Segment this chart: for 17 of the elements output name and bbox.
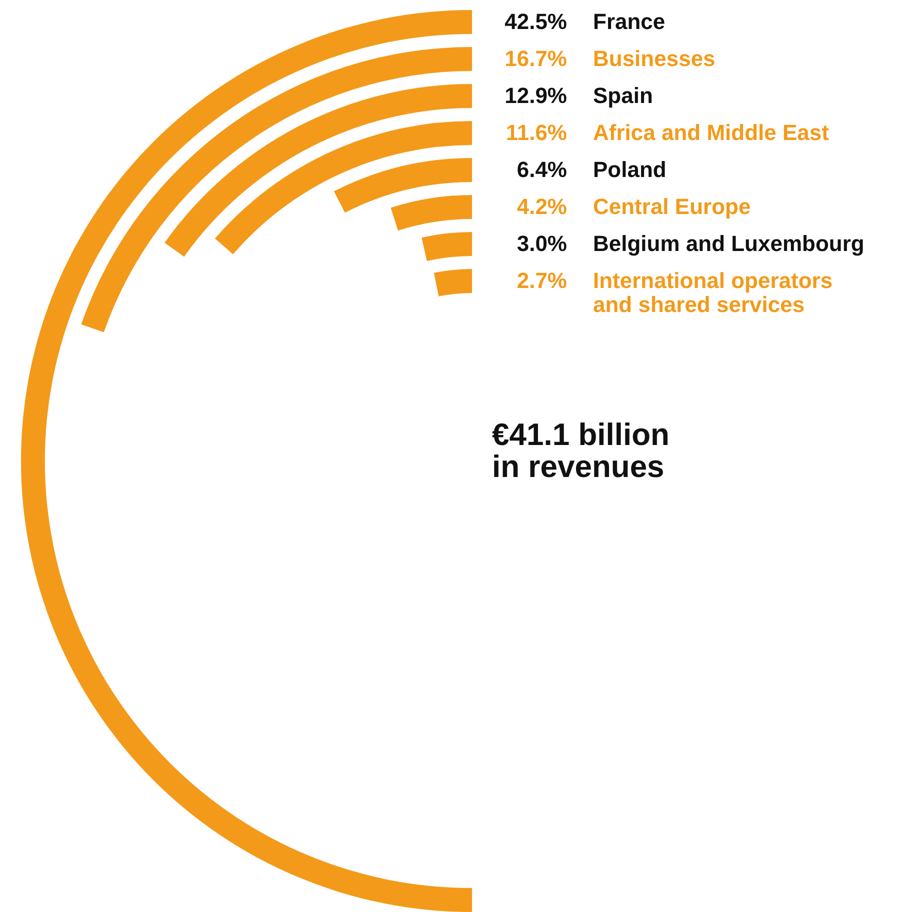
data-label: 42.5% bbox=[504, 9, 567, 34]
data-label: 2.7% bbox=[516, 268, 567, 293]
text: €41.1 billion in revenues bbox=[492, 417, 670, 484]
data-label: 12.9% bbox=[504, 83, 567, 108]
data-label: 4.2% bbox=[516, 194, 567, 219]
data-label: 11.6% bbox=[506, 120, 567, 145]
category-label: France bbox=[593, 9, 666, 34]
category-label: Africa and Middle East bbox=[593, 120, 830, 145]
data-label: 6.4% bbox=[516, 157, 567, 182]
category-label: Belgium and Luxembourg bbox=[593, 231, 864, 256]
category-label: Spain bbox=[593, 83, 653, 108]
data-label: 3.0% bbox=[516, 231, 567, 256]
category-label: Businesses bbox=[593, 46, 716, 71]
category-label: Poland bbox=[593, 157, 666, 182]
category-label: Central Europe bbox=[593, 194, 751, 219]
data-label: 16.7% bbox=[504, 46, 567, 71]
category-label: International operators and shared services bbox=[593, 268, 833, 317]
